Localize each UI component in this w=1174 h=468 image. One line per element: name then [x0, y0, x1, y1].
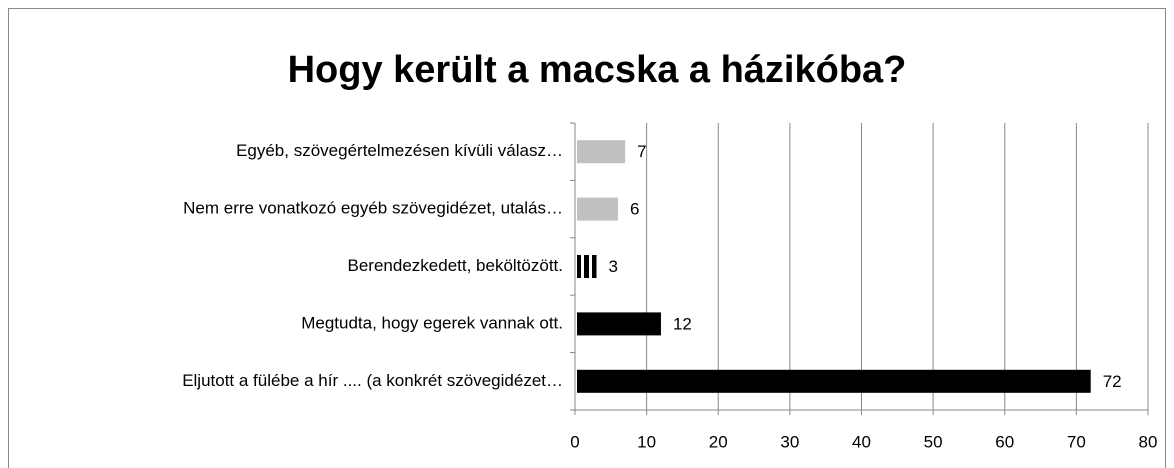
bar — [577, 197, 618, 221]
x-tick-label: 20 — [709, 432, 728, 451]
bar — [577, 312, 661, 336]
bar — [577, 369, 1091, 393]
x-tick-label: 60 — [995, 432, 1014, 451]
data-label: 72 — [1103, 372, 1122, 391]
y-tick-label: Egyéb, szövegértelmezésen kívüli válasz… — [236, 141, 563, 160]
chart-title: Hogy került a macska a házikóba? — [288, 49, 907, 91]
bar — [577, 255, 597, 278]
x-tick-label: 40 — [852, 432, 871, 451]
x-tick-label: 70 — [1067, 432, 1086, 451]
data-label: 3 — [608, 257, 617, 276]
y-tick-label: Berendezkedett, beköltözött. — [348, 256, 563, 275]
y-tick-label: Megtudta, hogy egerek vannak ott. — [301, 313, 563, 332]
data-label: 7 — [637, 142, 646, 161]
x-tick-label: 30 — [780, 432, 799, 451]
y-tick-label: Eljutott a fülébe a hír .... (a konkrét … — [182, 371, 563, 390]
x-tick-label: 80 — [1139, 432, 1158, 451]
data-label: 12 — [673, 314, 692, 333]
x-tick-label: 0 — [570, 432, 579, 451]
y-tick-label: Nem erre vonatkozó egyéb szövegidézet, u… — [183, 199, 563, 218]
bar — [577, 140, 626, 164]
data-label: 6 — [630, 200, 639, 219]
x-tick-label: 10 — [637, 432, 656, 451]
x-tick-label: 50 — [924, 432, 943, 451]
